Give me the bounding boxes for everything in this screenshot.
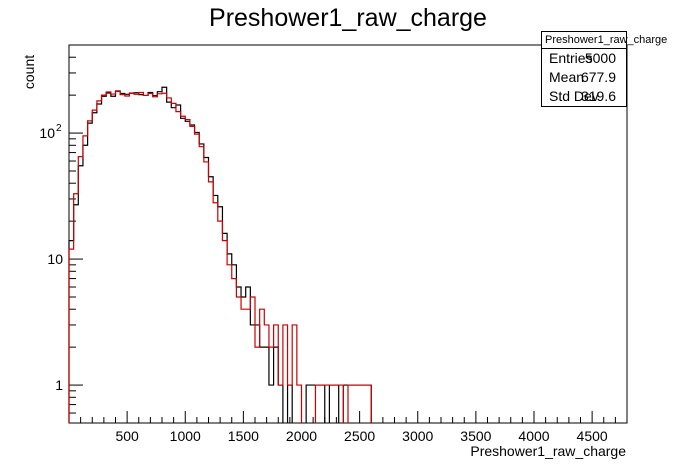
x-tick-label: 4500 [577,428,608,444]
stats-value: 5000 [584,50,616,66]
x-tick-label: 3000 [402,428,433,444]
x-tick-label: 3500 [460,428,491,444]
stats-key: Std Dev [549,88,599,104]
stats-value: 319.6 [580,88,616,104]
series-0-histogram [68,86,372,423]
y-tick-exponent: 2 [56,123,62,134]
x-tick-label: 2000 [286,428,317,444]
x-tick-label: 500 [115,428,139,444]
stats-key: Mean [549,69,585,85]
x-tick-label: 1500 [228,428,259,444]
x-tick-label: 2500 [344,428,375,444]
chart-title: Preshower1_raw_charge [209,4,487,32]
stats-key: Entries [549,50,593,66]
stats-row-entries: Entries 5000 [542,49,626,68]
stats-row-mean: Mean 677.9 [542,68,626,87]
x-axis-label: Preshower1_raw_charge [470,443,626,459]
stats-title: Preshower1_raw_charge [542,32,667,49]
x-tick-label: 1000 [170,428,201,444]
stats-value: 677.9 [580,69,616,85]
x-tick-label: 4000 [518,428,549,444]
series-1-histogram [68,90,372,423]
y-tick-label: 10 [47,251,63,267]
y-tick-label: 10 [39,125,55,141]
stats-row-stddev: Std Dev 319.6 [542,87,626,106]
y-tick-label: 1 [55,377,63,393]
stats-box: Preshower1_raw_charge Entries 5000 Mean … [541,31,667,107]
